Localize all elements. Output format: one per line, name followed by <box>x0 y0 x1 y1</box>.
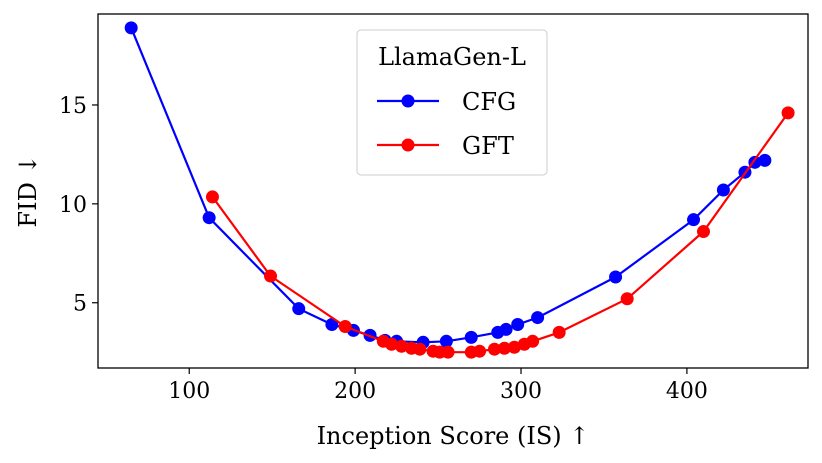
ticks-layer: 100 200 300 400 5 10 15 <box>59 94 708 404</box>
x-tick-label: 200 <box>334 379 376 404</box>
data-point-gft <box>395 339 409 353</box>
data-point-cfg <box>499 322 513 336</box>
legend-title: LlamaGen-L <box>378 43 526 71</box>
data-point-cfg <box>687 213 701 227</box>
data-point-gft <box>552 325 566 339</box>
data-point-gft <box>507 340 521 354</box>
data-point-gft <box>781 106 795 120</box>
data-point-gft <box>620 292 634 306</box>
y-tick-label: 5 <box>73 292 87 317</box>
data-point-gft <box>487 342 501 356</box>
x-axis-label: Inception Score (IS) ↑ <box>317 422 590 450</box>
legend: LlamaGen-L CFG GFT <box>356 29 548 176</box>
data-point-cfg <box>758 153 772 167</box>
data-point-gft <box>385 337 399 351</box>
legend-label-cfg: CFG <box>462 88 516 116</box>
data-point-cfg <box>292 302 306 316</box>
legend-box <box>356 29 548 176</box>
y-tick-label: 15 <box>59 94 87 119</box>
series-gft <box>205 106 795 359</box>
data-point-cfg <box>511 317 525 331</box>
legend-marker-gft <box>401 138 415 152</box>
data-point-cfg <box>531 311 545 325</box>
data-point-gft <box>473 344 487 358</box>
data-point-cfg <box>464 330 478 344</box>
series-layer <box>124 21 795 359</box>
data-point-gft <box>696 225 710 239</box>
data-point-cfg <box>439 334 453 348</box>
data-point-gft <box>413 342 427 356</box>
y-axis-label: FID ↓ <box>14 154 42 227</box>
x-tick-label: 300 <box>500 379 542 404</box>
data-point-cfg <box>325 317 339 331</box>
data-point-gft <box>338 319 352 333</box>
data-point-cfg <box>609 270 623 284</box>
plot-frame <box>97 13 809 369</box>
data-point-cfg <box>716 183 730 197</box>
x-tick-label: 400 <box>666 379 708 404</box>
data-point-gft <box>497 341 511 355</box>
x-tick-label: 100 <box>168 379 210 404</box>
y-tick-label: 10 <box>59 193 87 218</box>
data-point-gft <box>441 345 455 359</box>
legend-label-gft: GFT <box>462 132 514 160</box>
data-point-gft <box>264 269 278 283</box>
data-point-gft <box>205 190 219 204</box>
data-point-gft <box>526 334 540 348</box>
data-point-cfg <box>202 211 216 225</box>
data-point-cfg <box>124 21 138 35</box>
legend-marker-cfg <box>401 94 415 108</box>
